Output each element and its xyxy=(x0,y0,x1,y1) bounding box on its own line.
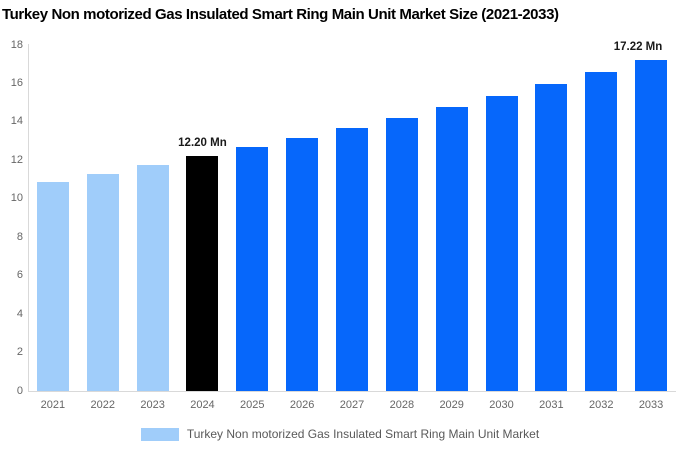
x-axis-label: 2025 xyxy=(240,399,265,411)
x-axis-label: 2032 xyxy=(588,399,614,411)
x-axis-label: 2030 xyxy=(489,399,514,411)
chart-title: Turkey Non motorized Gas Insulated Smart… xyxy=(2,6,559,23)
y-tick-label: 18 xyxy=(10,38,23,51)
x-axis-label: 2022 xyxy=(90,399,115,411)
y-tick-label: 4 xyxy=(16,307,23,320)
bar-2026 xyxy=(286,137,319,391)
x-axis-label: 2021 xyxy=(40,399,66,411)
value-label: 17.22 Mn xyxy=(613,40,663,53)
x-axis-label: 2026 xyxy=(289,399,315,411)
bar-2025 xyxy=(236,147,269,391)
bar-2022 xyxy=(86,173,119,391)
value-label: 12.20 Mn xyxy=(178,137,227,150)
bar-2030 xyxy=(485,95,518,391)
y-tick-label: 6 xyxy=(16,269,23,282)
y-tick-label: 0 xyxy=(16,384,23,397)
x-axis-label: 2024 xyxy=(190,399,215,411)
bar-2028 xyxy=(385,117,418,391)
x-axis-label: 2029 xyxy=(439,399,464,411)
bar-2027 xyxy=(336,127,368,391)
x-axis-line xyxy=(28,391,676,392)
legend-label: Turkey Non motorized Gas Insulated Smart… xyxy=(186,427,540,441)
y-tick-label: 8 xyxy=(16,230,23,243)
x-axis-label: 2027 xyxy=(339,399,365,411)
y-tick-label: 2 xyxy=(16,346,23,359)
y-tick-label: 10 xyxy=(10,192,23,205)
legend: Turkey Non motorized Gas Insulated Smart… xyxy=(0,427,680,441)
bar-2031 xyxy=(535,84,568,391)
x-axis-label: 2028 xyxy=(389,399,415,411)
bar-2024 xyxy=(186,156,219,391)
bar-2029 xyxy=(435,106,468,391)
bar-2032 xyxy=(585,72,618,391)
x-axis-label: 2023 xyxy=(140,399,165,411)
bar-2033 xyxy=(635,59,668,391)
bar-2023 xyxy=(136,165,169,391)
y-tick-label: 16 xyxy=(10,76,23,89)
y-tick-label: 14 xyxy=(10,115,23,128)
y-tick-label: 12 xyxy=(10,153,23,166)
x-axis-label: 2031 xyxy=(539,399,564,411)
y-axis-line xyxy=(28,44,29,391)
x-axis-label: 2033 xyxy=(638,399,664,411)
bar-2021 xyxy=(36,181,69,391)
legend-swatch xyxy=(140,427,179,441)
